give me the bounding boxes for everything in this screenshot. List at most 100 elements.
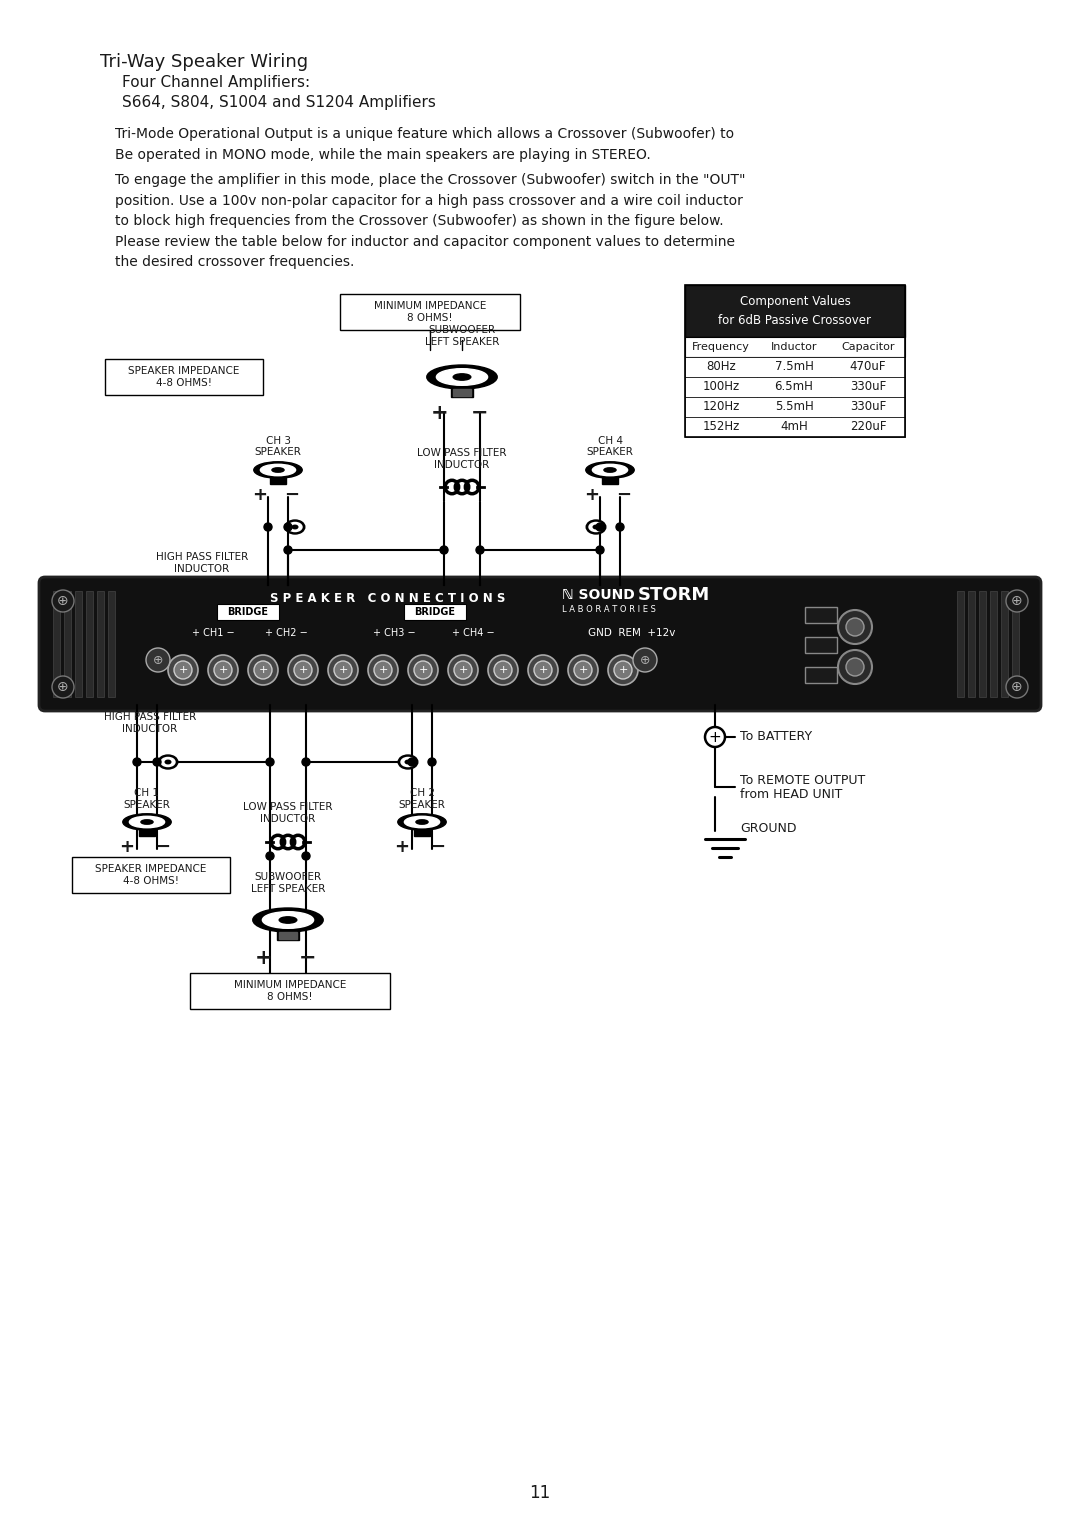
Circle shape [494, 660, 512, 679]
Ellipse shape [161, 758, 175, 767]
Ellipse shape [593, 525, 598, 529]
Text: +: + [394, 839, 409, 856]
Ellipse shape [260, 464, 296, 476]
Circle shape [448, 656, 478, 685]
Text: +: + [578, 665, 588, 676]
Circle shape [414, 660, 432, 679]
Ellipse shape [589, 523, 603, 532]
Text: +: + [253, 486, 268, 503]
Text: L A B O R A T O R I E S: L A B O R A T O R I E S [562, 604, 656, 613]
Ellipse shape [399, 755, 418, 769]
Bar [72, 857, 230, 894]
Circle shape [214, 660, 232, 679]
Text: Tri-Mode Operational Output is a unique feature which allows a Crossover (Subwoo: Tri-Mode Operational Output is a unique … [114, 127, 734, 162]
Text: GROUND: GROUND [740, 822, 797, 836]
Text: ⊕: ⊕ [57, 595, 69, 608]
Text: +: + [178, 665, 188, 676]
Bar [139, 828, 154, 836]
Text: SUBWOOFER: SUBWOOFER [429, 325, 496, 336]
Circle shape [334, 660, 352, 679]
Bar [978, 592, 986, 697]
Bar [990, 592, 997, 697]
Ellipse shape [405, 761, 410, 764]
Text: BRIDGE: BRIDGE [415, 607, 456, 618]
Circle shape [133, 758, 141, 766]
Circle shape [428, 758, 436, 766]
Circle shape [368, 656, 399, 685]
Text: CH 1: CH 1 [135, 788, 160, 798]
Circle shape [596, 523, 604, 531]
Text: Component Values
for 6dB Passive Crossover: Component Values for 6dB Passive Crossov… [718, 296, 872, 326]
Ellipse shape [416, 820, 428, 824]
Text: 11: 11 [529, 1484, 551, 1502]
Text: HIGH PASS FILTER: HIGH PASS FILTER [156, 552, 248, 563]
Circle shape [408, 656, 438, 685]
Text: LOW PASS FILTER: LOW PASS FILTER [243, 802, 333, 811]
Circle shape [616, 523, 624, 531]
Text: −: − [617, 486, 632, 503]
Circle shape [254, 660, 272, 679]
Text: Frequency: Frequency [692, 342, 750, 352]
Bar [453, 389, 471, 395]
Bar [270, 477, 286, 483]
Bar [685, 285, 905, 438]
Circle shape [846, 657, 864, 676]
Text: Capacitor: Capacitor [841, 342, 894, 352]
Circle shape [302, 852, 310, 860]
Ellipse shape [436, 369, 487, 386]
Ellipse shape [585, 462, 634, 479]
Circle shape [153, 758, 161, 766]
Text: + CH4 −: + CH4 − [451, 628, 495, 637]
Circle shape [596, 546, 604, 554]
Bar [340, 294, 519, 329]
Bar [450, 387, 473, 397]
Text: SPEAKER: SPEAKER [586, 447, 634, 458]
Text: + CH1 −: + CH1 − [191, 628, 234, 637]
Text: ℕ SOUND: ℕ SOUND [562, 589, 635, 602]
Circle shape [705, 727, 725, 747]
Text: Four Channel Amplifiers:: Four Channel Amplifiers: [122, 75, 310, 90]
Text: +: + [458, 665, 468, 676]
Ellipse shape [404, 816, 440, 828]
Text: from HEAD UNIT: from HEAD UNIT [740, 788, 842, 802]
FancyBboxPatch shape [217, 604, 279, 621]
Text: To REMOTE OUTPUT: To REMOTE OUTPUT [740, 773, 865, 787]
Text: 7.5mH: 7.5mH [774, 360, 813, 374]
Circle shape [264, 523, 272, 531]
Text: −: − [156, 839, 171, 856]
Bar [957, 592, 964, 697]
Bar [685, 396, 905, 416]
Bar [1012, 592, 1020, 697]
Text: +: + [298, 665, 308, 676]
Text: ⊕: ⊕ [639, 654, 650, 666]
Text: ⊕: ⊕ [152, 654, 163, 666]
Text: CH 3: CH 3 [266, 436, 291, 445]
Text: +: + [538, 665, 548, 676]
Circle shape [846, 618, 864, 636]
Text: 220uF: 220uF [850, 421, 887, 433]
Text: Inductor: Inductor [771, 342, 818, 352]
Circle shape [288, 656, 318, 685]
Text: ⊕: ⊕ [1011, 595, 1023, 608]
Text: 100Hz: 100Hz [702, 381, 740, 393]
Circle shape [528, 656, 558, 685]
Text: 80Hz: 80Hz [706, 360, 735, 374]
Text: INDUCTOR: INDUCTOR [122, 724, 177, 734]
Text: 5.5mH: 5.5mH [774, 401, 813, 413]
Ellipse shape [254, 462, 302, 479]
Circle shape [328, 656, 357, 685]
Text: 330uF: 330uF [850, 401, 886, 413]
Text: SPEAKER: SPEAKER [123, 801, 171, 810]
Text: +: + [619, 665, 627, 676]
Text: −: − [299, 949, 316, 968]
Circle shape [208, 656, 238, 685]
Text: +: + [255, 949, 273, 968]
Text: 152Hz: 152Hz [702, 421, 740, 433]
Text: +: + [218, 665, 228, 676]
Ellipse shape [158, 755, 178, 769]
Ellipse shape [293, 525, 298, 529]
Text: To BATTERY: To BATTERY [740, 730, 812, 744]
Text: SPEAKER IMPEDANCE
4-8 OHMS!: SPEAKER IMPEDANCE 4-8 OHMS! [95, 865, 206, 886]
Text: SUBWOOFER: SUBWOOFER [255, 872, 322, 881]
FancyBboxPatch shape [404, 604, 465, 621]
